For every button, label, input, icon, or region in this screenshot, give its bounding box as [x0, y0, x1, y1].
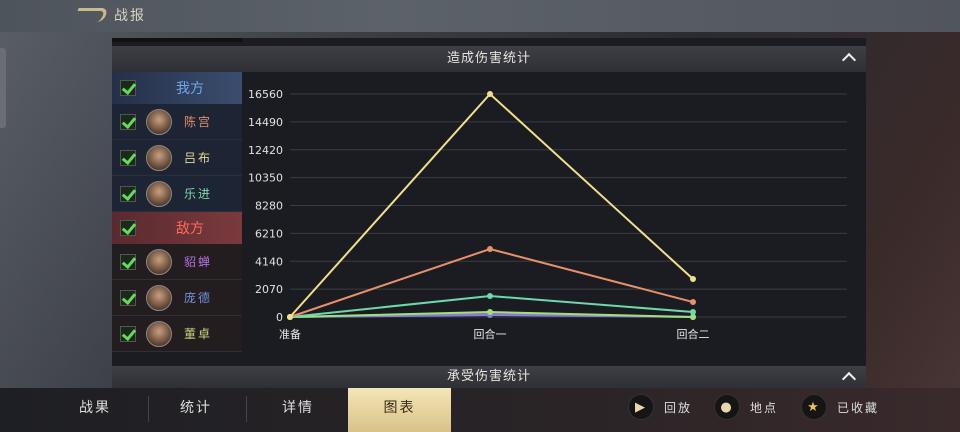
replay-button[interactable]: ▶ 回放 [628, 394, 692, 420]
general-name: 董卓 [184, 327, 213, 341]
y-tick-label: 4140 [255, 255, 283, 268]
checkbox[interactable] [120, 289, 136, 306]
location-label: 地点 [750, 400, 779, 415]
group-label: 敌方 [176, 221, 204, 237]
avatar [146, 320, 172, 347]
data-point [690, 299, 696, 306]
legend-panel: 我方 陈宫 吕布 乐进 敌方 貂蝉 庞德 董卓 [112, 72, 242, 356]
checkbox[interactable] [120, 325, 136, 342]
group-our-side[interactable]: 我方 [112, 72, 242, 104]
chevron-up-icon[interactable] [841, 52, 857, 68]
data-point [690, 314, 696, 320]
section-title: 承受伤害统计 [446, 369, 531, 384]
divider [148, 396, 149, 422]
page-title: 战报 [114, 8, 146, 24]
data-point [487, 245, 493, 252]
section-header-damage-taken[interactable]: 承受伤害统计 [112, 366, 866, 388]
favorited-button[interactable]: ★ 已收藏 [801, 394, 879, 420]
y-tick-label: 10350 [248, 172, 283, 185]
checkbox[interactable] [120, 220, 136, 236]
side-drawer-handle[interactable] [0, 48, 6, 128]
tab-stats[interactable]: 统计 [180, 400, 212, 416]
tab-details[interactable]: 详情 [282, 400, 314, 416]
location-pin-icon: ● [714, 394, 740, 420]
legend-item[interactable]: 陈宫 [112, 104, 242, 140]
replay-label: 回放 [664, 400, 693, 415]
y-tick-label: 6210 [255, 227, 283, 240]
y-tick-label: 16560 [248, 88, 283, 101]
general-name: 貂蝉 [184, 255, 213, 269]
section-header-damage-dealt[interactable]: 造成伤害统计 [112, 46, 866, 72]
general-name: 庞德 [184, 291, 213, 305]
data-point [690, 276, 696, 283]
legend-item[interactable]: 乐进 [112, 176, 242, 212]
checkbox[interactable] [120, 185, 136, 202]
legend-item[interactable]: 吕布 [112, 140, 242, 176]
avatar [146, 180, 172, 207]
data-point [487, 292, 493, 299]
x-tick-label: 回合一 [474, 327, 507, 341]
legend-item[interactable]: 貂蝉 [112, 244, 242, 280]
legend-item[interactable]: 董卓 [112, 316, 242, 352]
star-icon: ★ [801, 394, 827, 420]
tab-chart[interactable]: 图表 [348, 388, 451, 432]
data-point [487, 309, 493, 316]
data-point [690, 309, 696, 316]
top-bar [0, 0, 960, 32]
location-button[interactable]: ● 地点 [714, 394, 778, 420]
y-tick-label: 12420 [248, 144, 283, 157]
y-tick-label: 0 [276, 311, 283, 324]
general-name: 陈宫 [184, 115, 213, 129]
general-name: 吕布 [184, 151, 213, 165]
bottom-bar: 战果 统计 详情 图表 ▶ 回放 ● 地点 ★ 已收藏 [0, 388, 960, 432]
x-tick-label: 准备 [279, 327, 301, 341]
scroll-indicator [112, 38, 242, 42]
damage-line-chart: 0 2070 4140 6210 8280 10350 12420 14490 16560 准备 回… [248, 88, 847, 341]
group-enemy-side[interactable]: 敌方 [112, 212, 242, 244]
checkbox[interactable] [120, 113, 136, 130]
checkbox[interactable] [120, 149, 136, 166]
avatar [146, 144, 172, 171]
checkbox[interactable] [120, 253, 136, 270]
y-tick-label: 8280 [255, 200, 283, 213]
general-name: 乐进 [184, 187, 213, 201]
x-tick-label: 回合二 [677, 327, 710, 341]
tab-result[interactable]: 战果 [79, 400, 111, 416]
play-icon: ▶ [628, 394, 654, 420]
y-tick-label: 2070 [255, 283, 283, 296]
divider [246, 396, 247, 422]
avatar [146, 284, 172, 311]
chevron-up-icon[interactable] [841, 371, 857, 387]
legend-item[interactable]: 庞德 [112, 280, 242, 316]
checkbox[interactable] [120, 80, 136, 96]
data-point [287, 314, 293, 320]
favorited-label: 已收藏 [837, 400, 880, 415]
avatar [146, 248, 172, 275]
group-label: 我方 [176, 81, 204, 97]
y-tick-label: 14490 [248, 116, 283, 129]
avatar [146, 108, 172, 135]
section-title: 造成伤害统计 [446, 51, 531, 66]
data-point [487, 91, 493, 97]
